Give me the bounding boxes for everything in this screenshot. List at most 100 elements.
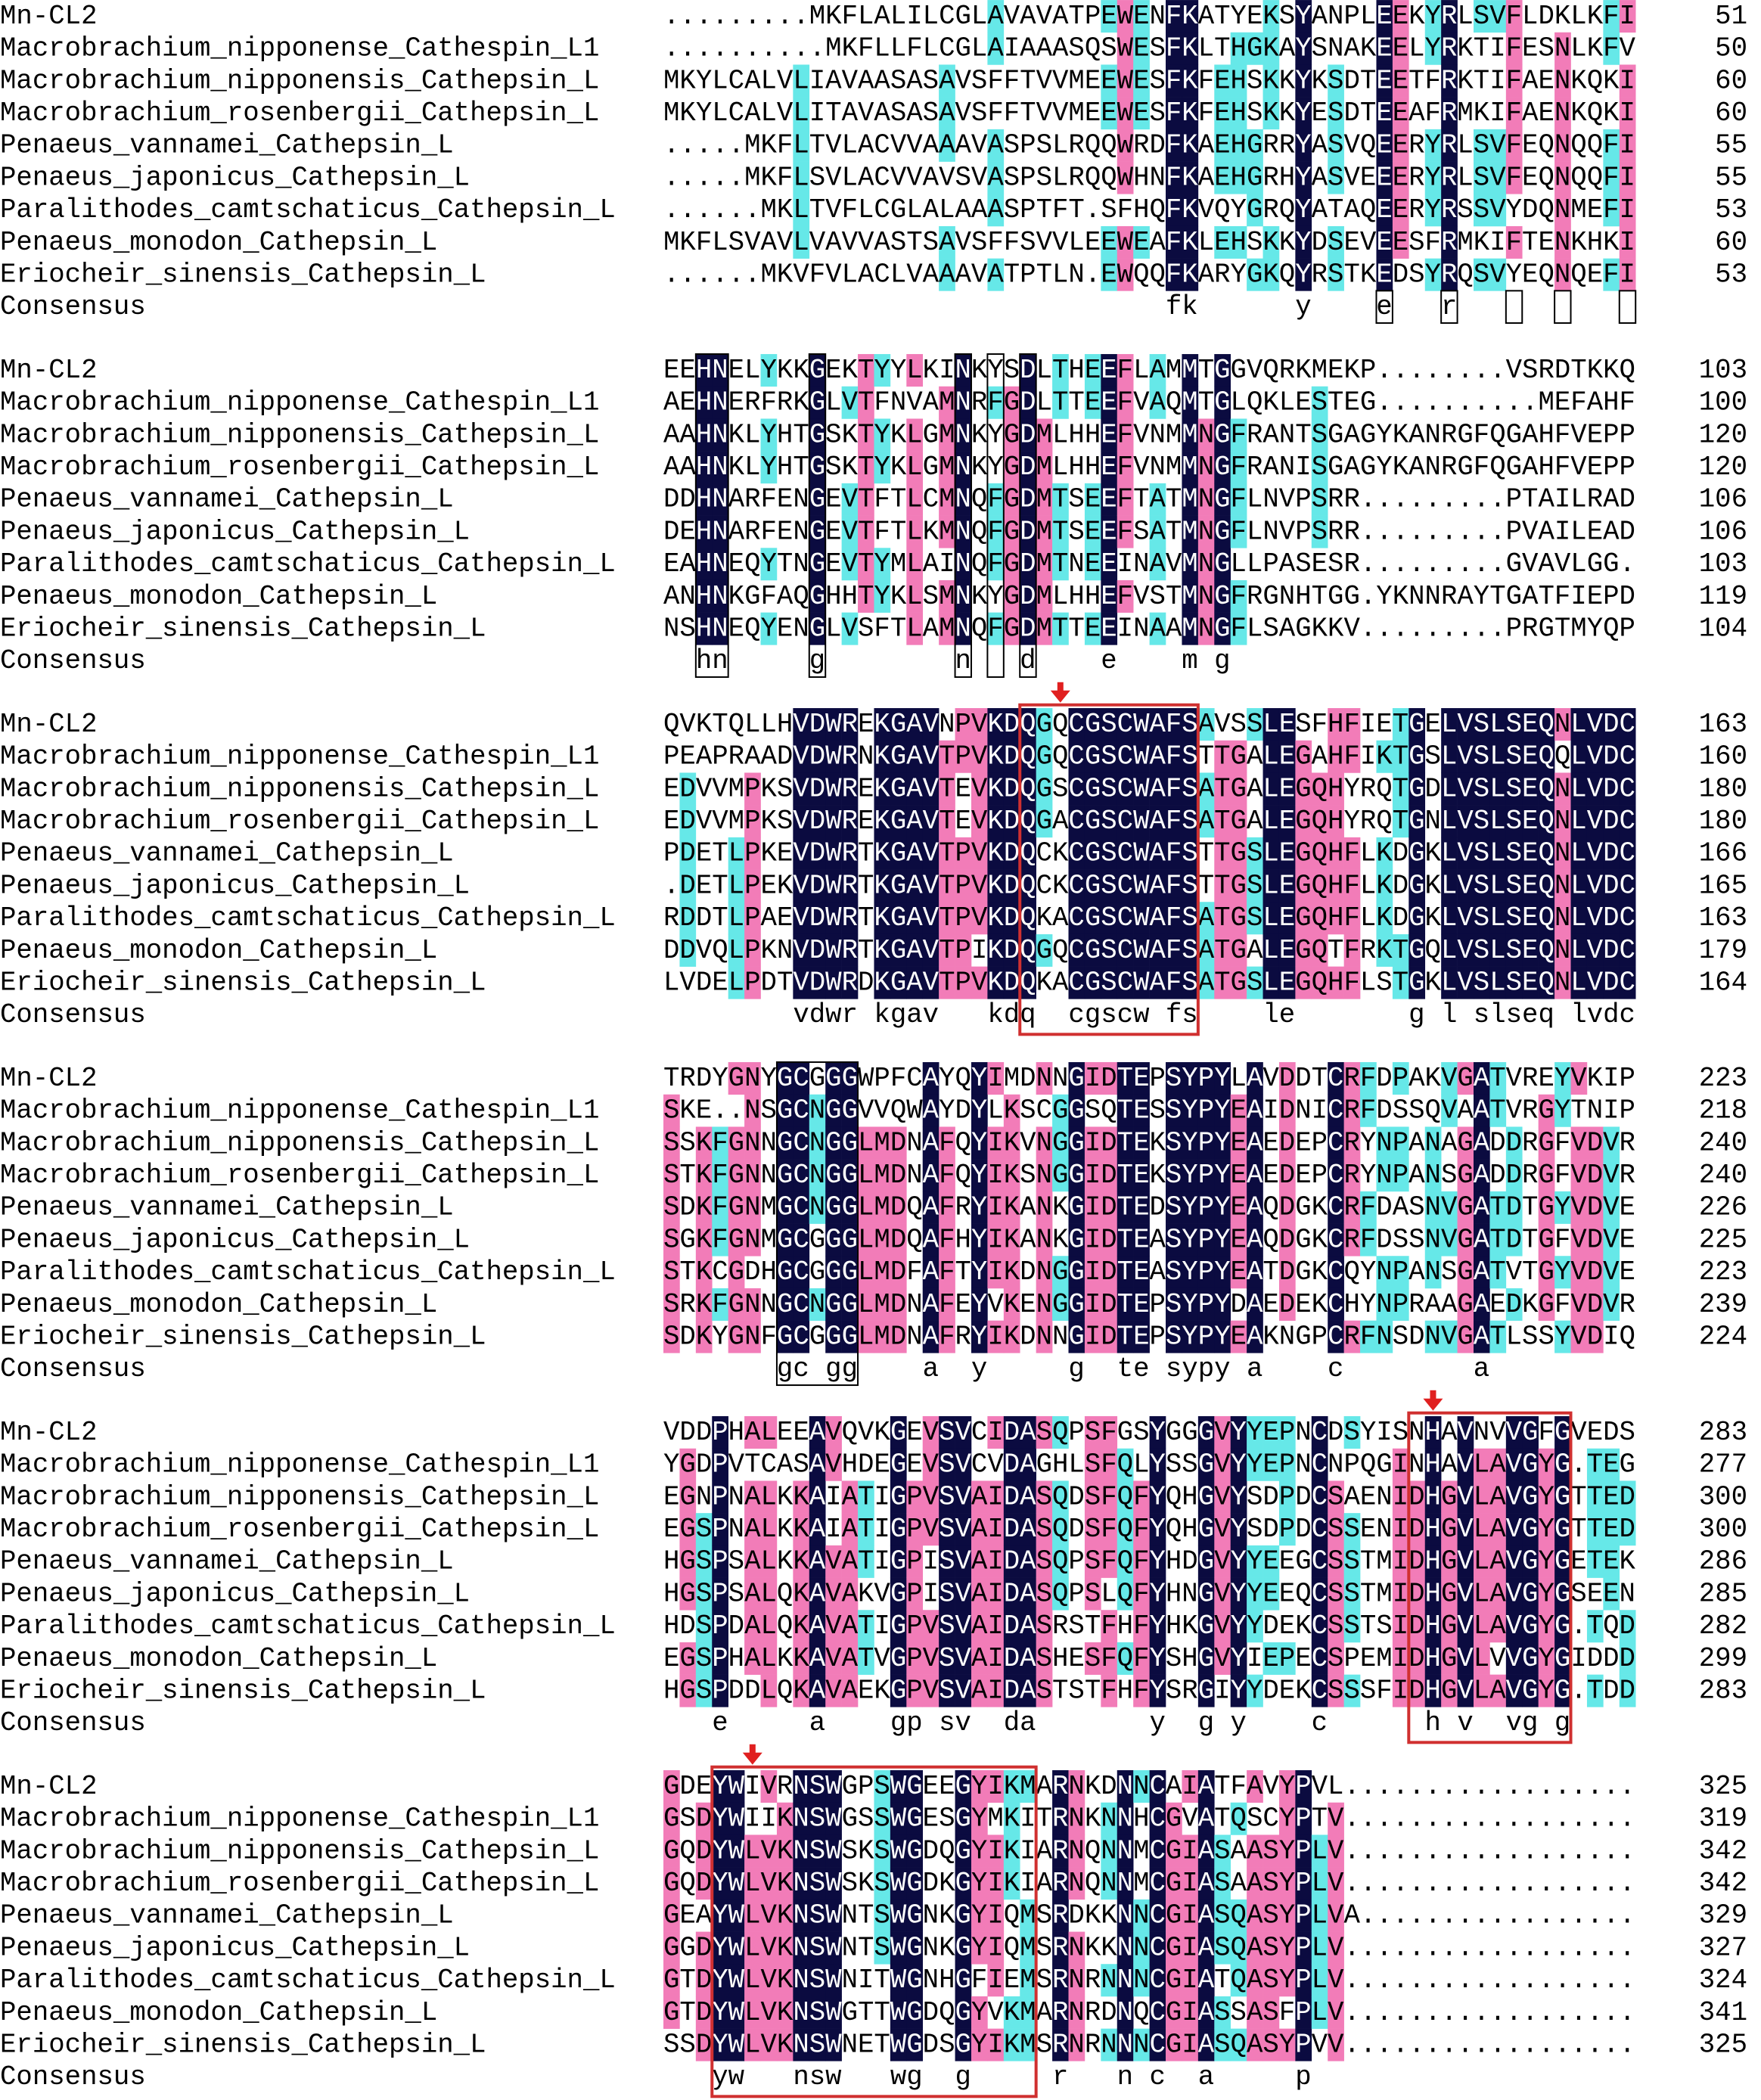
sequence-name: Eriocheir_sinensis_Cathepsin_L xyxy=(0,1676,486,1707)
residue-shade xyxy=(1036,548,1053,581)
residue-shade xyxy=(1133,0,1150,33)
sequence-name: Penaeus_monodon_Cathepsin_L xyxy=(0,227,437,258)
residue-shade xyxy=(955,612,972,645)
residue-shade xyxy=(1619,161,1636,194)
end-position: 179 xyxy=(1699,935,1747,966)
residue-shade xyxy=(1554,225,1571,259)
residue-shade xyxy=(1619,64,1636,98)
residue-shade xyxy=(1489,194,1507,227)
residue-shade xyxy=(1603,194,1620,227)
residue-shade xyxy=(1295,258,1312,291)
residue-shade xyxy=(987,515,1005,548)
residue-shade xyxy=(695,354,713,387)
sequence-name: Macrobrachium_nipponensis_Cathepsin_L xyxy=(0,1481,599,1512)
residue-shade xyxy=(841,483,859,516)
sequence-residues: HGSPSALQKAVAKVGPISVAIDASQPSLQFYHNGVYYEEQ… xyxy=(663,1578,1635,1609)
residue-shade xyxy=(1117,0,1134,33)
sequence-residues-inverse: STKCGDHGCGGGLMDFAFTYIKDNGGIDTEASYPYEATDG… xyxy=(663,1257,1635,1288)
residue-shade xyxy=(1117,64,1134,98)
residue-shade xyxy=(695,451,713,484)
residue-shade xyxy=(1505,225,1523,259)
residue-shade xyxy=(1036,612,1053,645)
residue-shade xyxy=(1003,515,1020,548)
residue-shade xyxy=(1328,258,1344,291)
end-position: 277 xyxy=(1699,1449,1747,1480)
residue-shade xyxy=(1182,0,1199,33)
residue-shade xyxy=(1328,161,1344,194)
end-position: 240 xyxy=(1699,1160,1747,1191)
sequence-residues: EGSPHALKKAVATVGPVSVAIDASHESFQFYSHGVYIEPE… xyxy=(663,1643,1635,1674)
end-position: 329 xyxy=(1699,1900,1747,1931)
residue-shade xyxy=(1247,194,1263,227)
residue-shade xyxy=(1020,451,1036,484)
end-position: 50 xyxy=(1715,33,1747,64)
residue-shade xyxy=(1003,612,1020,645)
residue-shade xyxy=(1020,354,1036,387)
residue-shade xyxy=(1117,32,1134,65)
residue-shade xyxy=(1247,129,1263,162)
end-position: 119 xyxy=(1699,581,1747,612)
residue-shade xyxy=(712,386,728,419)
end-position: 239 xyxy=(1699,1289,1747,1320)
residue-shade xyxy=(858,548,874,581)
residue-shade xyxy=(809,579,826,613)
residue-shade xyxy=(987,612,1005,645)
residue-shade xyxy=(1328,129,1344,162)
residue-shade xyxy=(1133,225,1150,259)
residue-shade xyxy=(760,612,778,645)
sequence-name: Eriocheir_sinensis_Cathepsin_L xyxy=(0,1322,486,1353)
sequence-name: Macrobrachium_rosenbergii_Cathepsin_L xyxy=(0,806,599,837)
residue-shade xyxy=(906,515,924,548)
sequence-name: Paralithodes_camtschaticus_Cathepsin_L xyxy=(0,902,616,934)
residue-shade xyxy=(1505,129,1523,162)
residue-shade xyxy=(793,194,810,227)
sequence-residues: ......MKLTVFLCGLALAAASPTFT.SFHQFKVQYGRQY… xyxy=(663,194,1635,225)
residue-shade xyxy=(1084,354,1101,387)
residue-shade xyxy=(1020,579,1036,613)
sequence-name: Macrobrachium_rosenbergii_Cathepsin_L xyxy=(0,1514,599,1545)
end-position: 166 xyxy=(1699,838,1747,869)
residue-shade xyxy=(1101,0,1118,33)
sequence-name: Eriocheir_sinensis_Cathepsin_L xyxy=(0,614,486,645)
residue-shade xyxy=(1230,32,1247,65)
end-position: 240 xyxy=(1699,1127,1747,1158)
end-position: 342 xyxy=(1699,1835,1747,1866)
residue-shade xyxy=(712,418,728,452)
residue-shade xyxy=(1166,194,1182,227)
residue-shade xyxy=(1328,97,1344,130)
residue-shade xyxy=(1166,64,1182,98)
end-position: 100 xyxy=(1699,387,1747,418)
residue-shade xyxy=(939,451,955,484)
end-position: 180 xyxy=(1699,806,1747,837)
residue-shade xyxy=(1020,483,1036,516)
residue-shade xyxy=(1295,194,1312,227)
sequence-name: Penaeus_japonicus_Cathepsin_L xyxy=(0,162,470,193)
end-position: 103 xyxy=(1699,355,1747,386)
residue-shade xyxy=(906,579,924,613)
residue-shade xyxy=(1295,32,1312,65)
sequence-name: Mn-CL2 xyxy=(0,1,98,32)
end-position: 319 xyxy=(1699,1803,1747,1834)
residue-shade xyxy=(1101,225,1118,259)
residue-shade xyxy=(1003,418,1020,452)
residue-shade xyxy=(906,483,924,516)
end-position: 300 xyxy=(1699,1481,1747,1512)
residue-shade xyxy=(858,483,874,516)
sequence-name: Macrobrachium_nipponensis_Cathepsin_L xyxy=(0,773,599,804)
residue-shade xyxy=(1036,515,1053,548)
residue-shade xyxy=(1554,97,1571,130)
residue-shade xyxy=(1166,97,1182,130)
consensus-sequence: yw nsw wg g r n c a p xyxy=(663,2061,1312,2092)
residue-shade xyxy=(987,0,1005,33)
consensus-label: Consensus xyxy=(0,1353,146,1384)
residue-shade xyxy=(1295,225,1312,259)
residue-shade xyxy=(1101,354,1118,387)
consensus-sequence: vdwr kgav kdq cgscw fs le g l slseq lvdc xyxy=(663,999,1635,1030)
residue-shade xyxy=(939,258,955,291)
column-box xyxy=(1505,290,1523,325)
residue-shade xyxy=(1619,0,1636,33)
sequence-residues: HGSPDDLQKAVAEKGPVSVAIDASTSTFHFYSRGIYYDEK… xyxy=(663,1676,1635,1707)
residue-shade xyxy=(1424,0,1442,33)
residue-shade xyxy=(1182,129,1199,162)
end-position: 120 xyxy=(1699,452,1747,483)
